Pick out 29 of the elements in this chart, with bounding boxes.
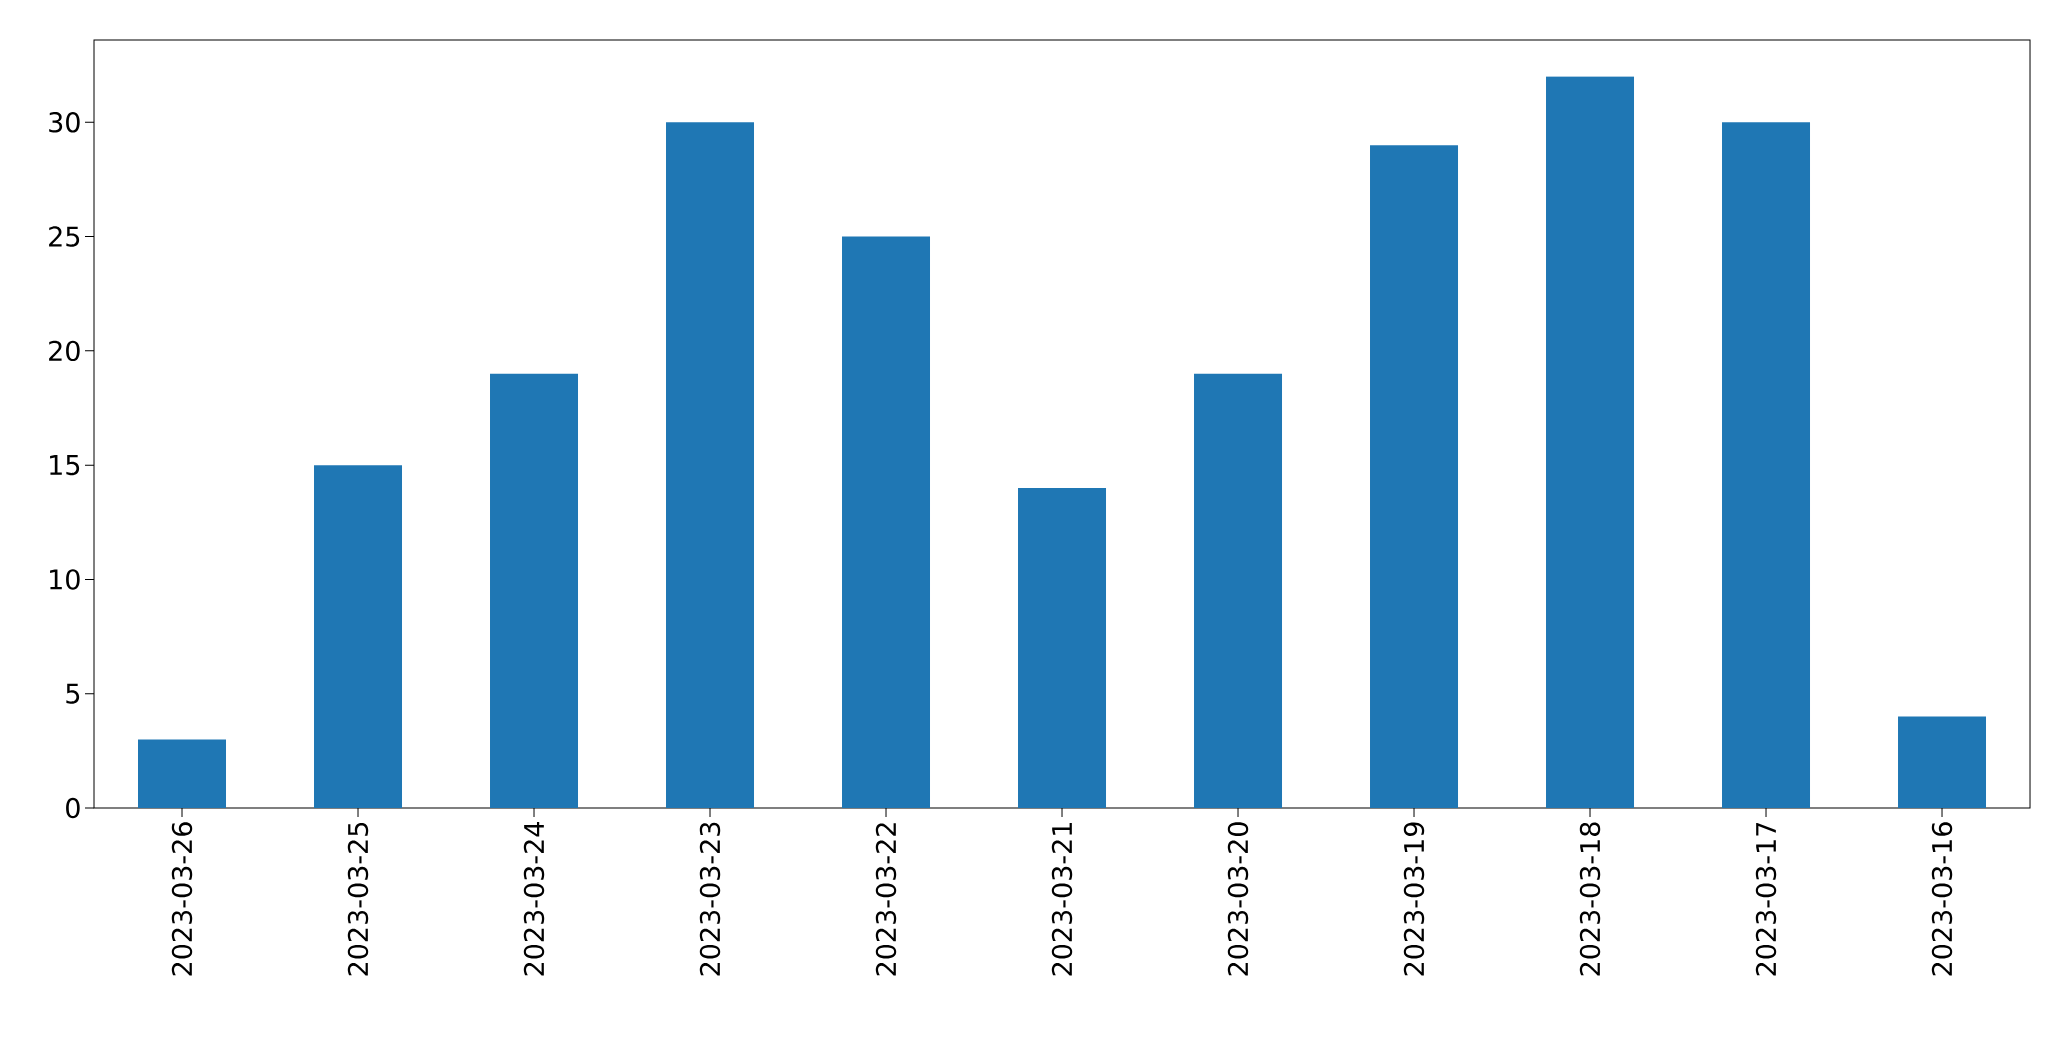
x-tick-label: 2023-03-23 bbox=[699, 822, 721, 976]
bar bbox=[1018, 488, 1107, 808]
y-tick-label: 0 bbox=[66, 797, 80, 819]
bar bbox=[1898, 716, 1987, 808]
bar bbox=[1546, 76, 1635, 808]
bar bbox=[1722, 122, 1811, 808]
x-tick-label: 2023-03-16 bbox=[1931, 822, 1953, 976]
bar bbox=[490, 373, 579, 808]
y-tick-label: 20 bbox=[49, 340, 80, 362]
x-tick-label: 2023-03-18 bbox=[1579, 822, 1601, 976]
x-tick-label: 2023-03-20 bbox=[1227, 822, 1249, 976]
bar bbox=[138, 739, 226, 808]
x-tick-label: 2023-03-26 bbox=[171, 822, 193, 976]
x-tick-label: 2023-03-22 bbox=[875, 823, 897, 976]
x-tick-label: 2023-03-25 bbox=[347, 822, 369, 976]
y-tick-label: 5 bbox=[66, 683, 80, 704]
x-tick-label: 2023-03-19 bbox=[1403, 822, 1425, 976]
x-tick-label: 2023-03-21 bbox=[1051, 823, 1073, 976]
y-tick-label: 10 bbox=[50, 569, 80, 590]
bar bbox=[666, 122, 755, 808]
bar bbox=[842, 236, 931, 808]
x-tick-label: 2023-03-17 bbox=[1755, 822, 1777, 976]
bar bbox=[314, 465, 403, 808]
x-tick-label: 2023-03-24 bbox=[523, 822, 545, 976]
bar bbox=[1370, 145, 1459, 808]
bar bbox=[1194, 373, 1283, 808]
y-tick-label: 30 bbox=[49, 112, 80, 133]
y-tick-label: 25 bbox=[49, 226, 80, 247]
y-tick-label: 15 bbox=[50, 455, 80, 476]
